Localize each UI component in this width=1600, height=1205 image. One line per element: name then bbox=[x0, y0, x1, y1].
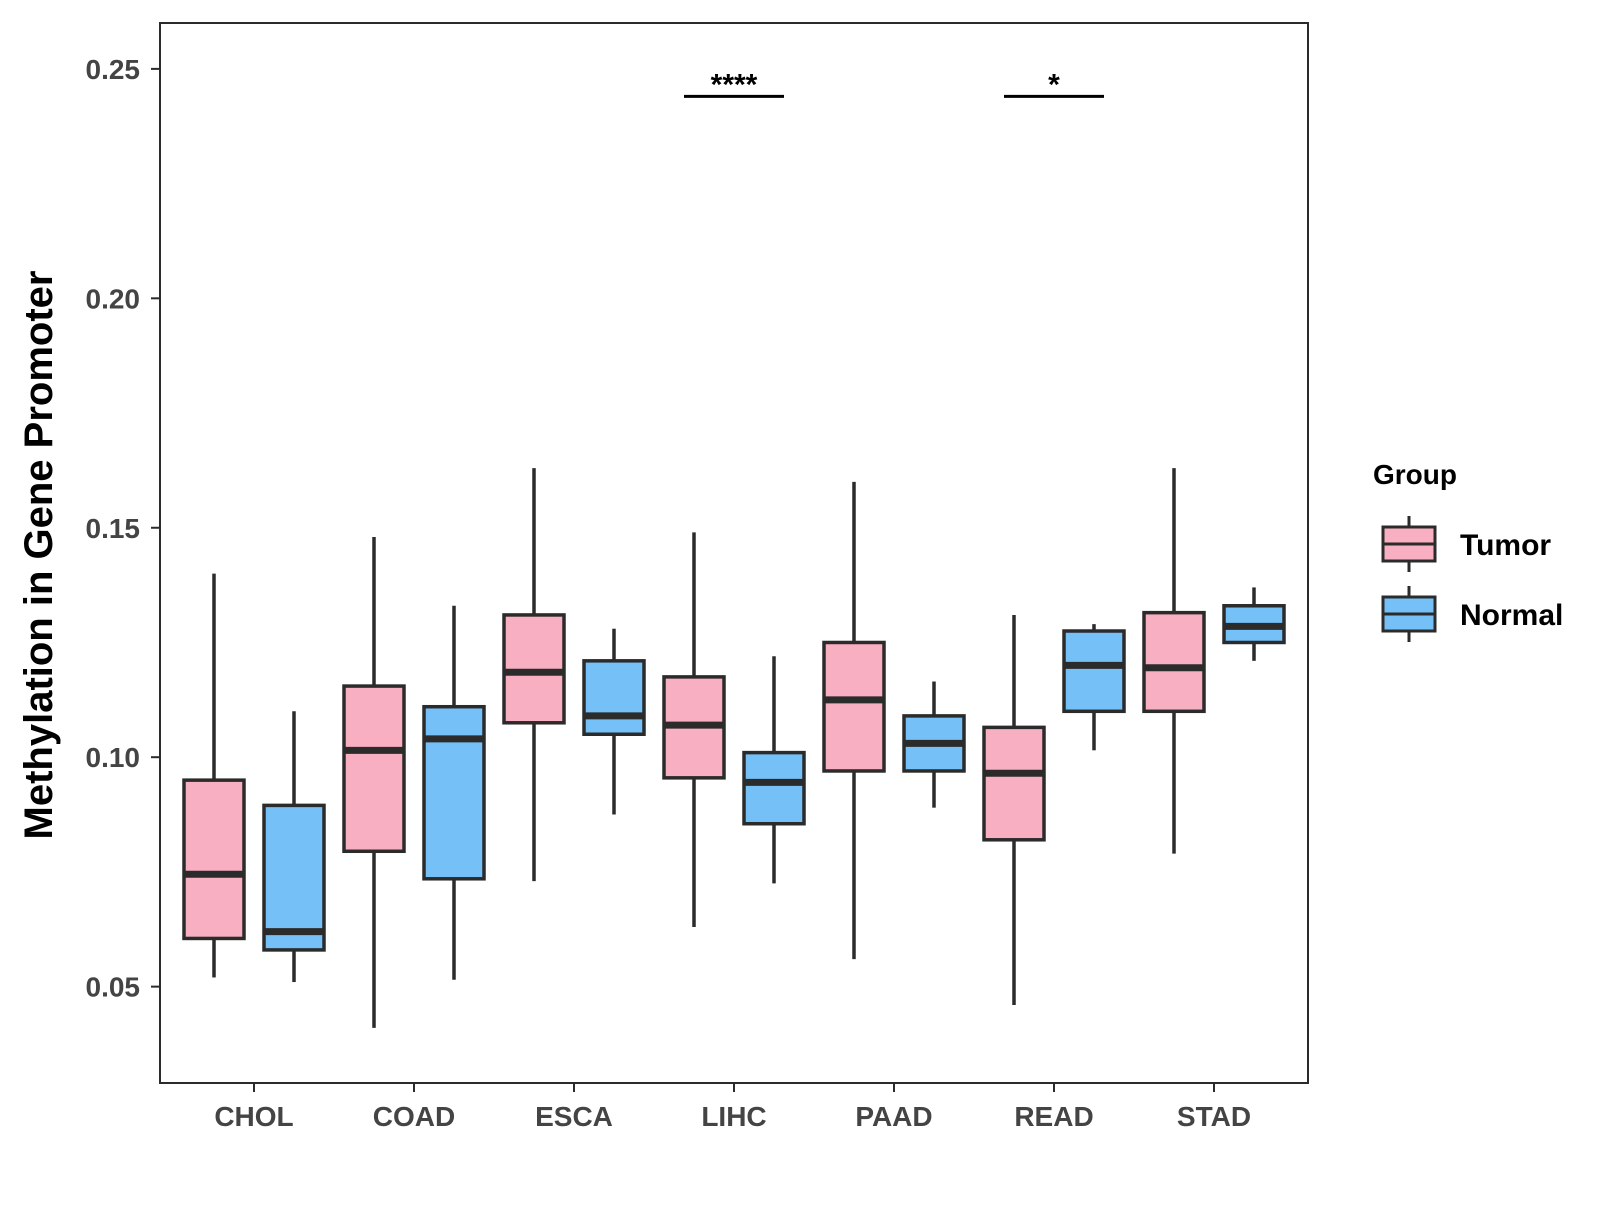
box-normal-read bbox=[1062, 624, 1126, 751]
significance-label: * bbox=[1048, 68, 1060, 101]
iqr-box bbox=[1142, 610, 1206, 714]
iqr-box bbox=[422, 704, 486, 881]
x-tick-label-paad: PAAD bbox=[855, 1101, 932, 1132]
significance-lihc: **** bbox=[684, 68, 784, 101]
box-tumor-lihc bbox=[662, 532, 726, 927]
y-tick-label: 0.15 bbox=[86, 513, 141, 544]
legend-label: Tumor bbox=[1460, 529, 1551, 562]
box-tumor-chol bbox=[182, 573, 246, 978]
plot-background bbox=[159, 22, 1309, 1084]
significance-label: **** bbox=[711, 68, 758, 101]
iqr-box bbox=[822, 640, 886, 773]
box-tumor-read bbox=[982, 614, 1046, 1005]
x-tick-label-lihc: LIHC bbox=[701, 1101, 766, 1132]
iqr-box bbox=[982, 725, 1046, 842]
box-normal-paad bbox=[902, 681, 966, 808]
x-tick-label-coad: COAD bbox=[373, 1101, 455, 1132]
iqr-box bbox=[262, 803, 326, 952]
y-axis-title: Methylation in Gene Promoter bbox=[17, 271, 61, 840]
box-tumor-stad bbox=[1142, 468, 1206, 854]
iqr-box bbox=[182, 778, 246, 941]
significance-read: * bbox=[1004, 68, 1104, 101]
iqr-box bbox=[1062, 629, 1126, 714]
x-tick-label-stad: STAD bbox=[1177, 1101, 1251, 1132]
box-normal-chol bbox=[262, 711, 326, 983]
plot-panel-border bbox=[159, 22, 1309, 1084]
legend-label: Normal bbox=[1460, 599, 1563, 632]
box-tumor-esca bbox=[502, 468, 566, 882]
iqr-box bbox=[582, 659, 646, 737]
x-tick-label-chol: CHOL bbox=[214, 1101, 293, 1132]
legend: Group Tumor Normal bbox=[1373, 459, 1563, 642]
legend-title: Group bbox=[1373, 459, 1457, 490]
y-tick-label: 0.10 bbox=[86, 742, 141, 773]
box-tumor-coad bbox=[342, 536, 406, 1028]
x-tick-label-read: READ bbox=[1014, 1101, 1093, 1132]
box-normal-stad bbox=[1222, 587, 1286, 661]
iqr-box bbox=[342, 684, 406, 854]
box-tumor-paad bbox=[822, 481, 886, 960]
y-tick-label: 0.20 bbox=[86, 283, 141, 314]
legend-item-normal: Normal bbox=[1381, 586, 1563, 642]
iqr-box bbox=[742, 750, 806, 826]
box-normal-lihc bbox=[742, 656, 806, 884]
axes: 0.05 0.10 0.15 0.20 0.25 CHOL COAD ESCA LIHC PAAD… bbox=[86, 54, 1252, 1132]
box-normal-coad bbox=[422, 605, 486, 980]
y-tick-label: 0.05 bbox=[86, 972, 141, 1003]
y-tick-label: 0.25 bbox=[86, 54, 141, 85]
legend-item-tumor: Tumor bbox=[1381, 516, 1551, 572]
plot-marks: **** * bbox=[182, 68, 1286, 1028]
box-normal-esca bbox=[582, 628, 646, 815]
x-tick-label-esca: ESCA bbox=[535, 1101, 613, 1132]
